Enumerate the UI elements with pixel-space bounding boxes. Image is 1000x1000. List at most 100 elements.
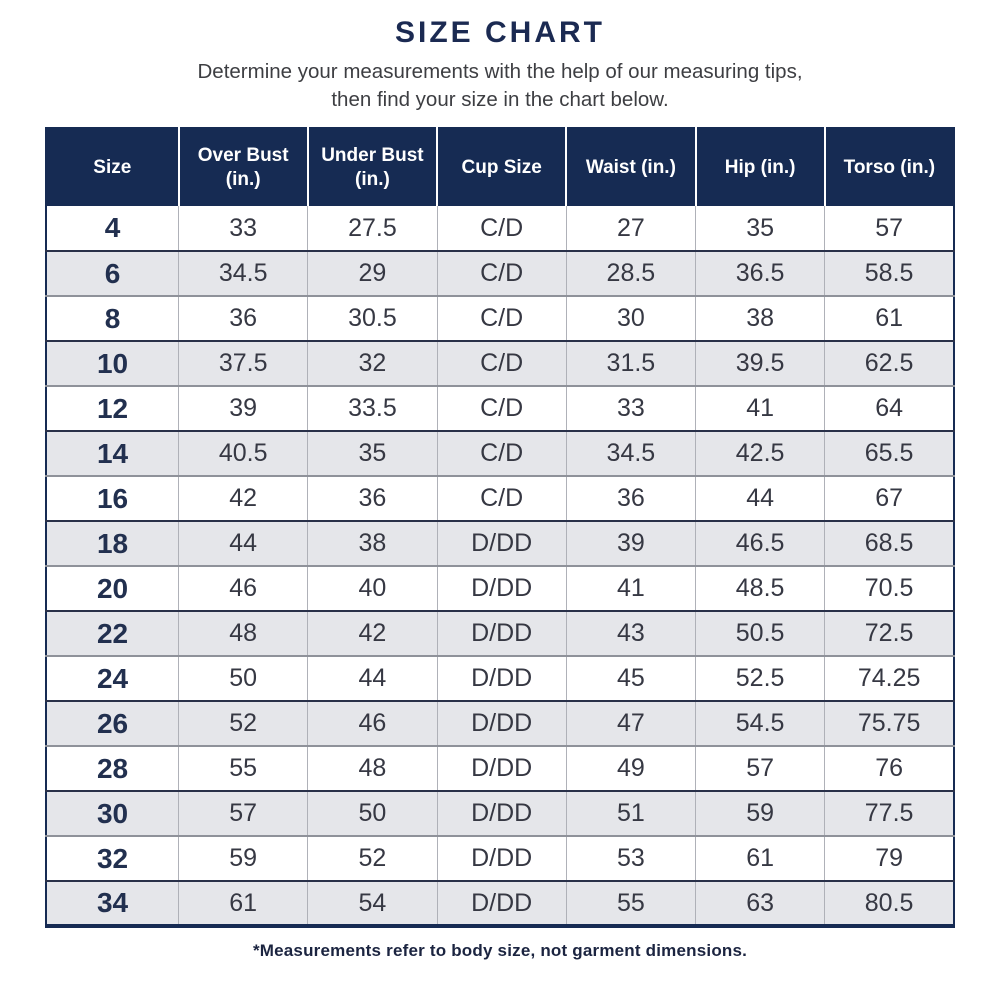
size-cell: 4 (46, 206, 180, 252)
table-header-row: Size Over Bust (in.) Under Bust (in.) Cup S… (46, 128, 954, 207)
value-cell: 41 (566, 566, 697, 612)
value-cell: 38 (307, 521, 438, 567)
value-cell: 33 (566, 386, 697, 432)
table-row: 28 55 48 D/DD 49 57 76 (46, 746, 954, 792)
page-subtitle: Determine your measurements with the hel… (0, 58, 1000, 113)
value-cell: 30 (566, 296, 697, 342)
value-cell: D/DD (437, 611, 567, 657)
value-cell: 36 (178, 296, 309, 342)
size-cell: 14 (46, 431, 180, 477)
size-chart-table: Size Over Bust (in.) Under Bust (in.) Cup S… (45, 127, 955, 929)
value-cell: 44 (307, 656, 438, 702)
value-cell: 55 (178, 746, 309, 792)
value-cell: 72.5 (864, 619, 914, 648)
value-cell: 37.5 (178, 341, 309, 387)
value-cell: 44 (695, 476, 826, 522)
column-header: Cup Size (437, 128, 568, 207)
value-cell: 38 (695, 296, 826, 342)
size-cell: 24 (46, 656, 180, 702)
value-cell: 74.25 (857, 664, 921, 693)
column-header: Under Bust (in.) (307, 128, 439, 207)
value-cell: C/D (437, 476, 567, 522)
value-cell: 55 (566, 881, 697, 927)
value-cell: 34.5 (178, 251, 309, 297)
value-cell: 61 (875, 304, 904, 333)
value-cell: 33 (178, 206, 309, 252)
subtitle-line-2: then find your size in the chart below. (331, 87, 669, 111)
value-cell: 42 (178, 476, 309, 522)
value-cell: 52 (178, 701, 309, 747)
size-cell: 34 (46, 881, 180, 927)
table-row: 16 42 36 C/D 36 44 67 (46, 476, 954, 522)
size-cell: 30 (46, 791, 180, 837)
value-cell: C/D (437, 341, 567, 387)
size-cell: 8 (46, 296, 180, 342)
value-cell: 46 (307, 701, 438, 747)
value-cell: 52 (307, 836, 438, 882)
table-row: 18 44 38 D/DD 39 46.5 68.5 (46, 521, 954, 567)
value-cell: 43 (566, 611, 697, 657)
value-cell: 29 (307, 251, 438, 297)
value-cell: 27.5 (307, 206, 438, 252)
value-cell: 34.5 (566, 431, 697, 477)
value-cell: D/DD (437, 881, 567, 927)
value-cell: 59 (178, 836, 309, 882)
value-cell: D/DD (437, 836, 567, 882)
value-cell: C/D (437, 296, 567, 342)
size-cell: 28 (46, 746, 180, 792)
value-cell: 39 (178, 386, 309, 432)
value-cell: 64 (875, 394, 904, 423)
column-header: Size (46, 128, 180, 207)
value-cell: D/DD (437, 701, 567, 747)
value-cell: 65.5 (864, 439, 914, 468)
value-cell: 46.5 (695, 521, 826, 567)
value-cell: 35 (307, 431, 438, 477)
value-cell: D/DD (437, 521, 567, 567)
value-cell: 45 (566, 656, 697, 702)
table-row: 30 57 50 D/DD 51 59 77.5 (46, 791, 954, 837)
subtitle-line-1: Determine your measurements with the hel… (197, 60, 803, 83)
value-cell: 30.5 (307, 296, 438, 342)
table-row: 34 61 54 D/DD 55 63 80.5 (46, 881, 954, 927)
value-cell: 48.5 (695, 566, 826, 612)
value-cell: 40 (307, 566, 438, 612)
value-cell: 35 (695, 206, 826, 252)
size-cell: 12 (46, 386, 180, 432)
table-row: 6 34.5 29 C/D 28.5 36.5 58.5 (46, 251, 954, 297)
size-cell: 16 (46, 476, 180, 522)
value-cell: 32 (307, 341, 438, 387)
table-row: 26 52 46 D/DD 47 54.5 75.75 (46, 701, 954, 747)
value-cell: 67 (875, 484, 904, 513)
table-row: 32 59 52 D/DD 53 61 79 (46, 836, 954, 882)
value-cell: 61 (695, 836, 826, 882)
value-cell: 42 (307, 611, 438, 657)
value-cell: 50 (307, 791, 438, 837)
value-cell: 58.5 (864, 259, 914, 288)
value-cell: 46 (178, 566, 309, 612)
value-cell: C/D (437, 251, 567, 297)
value-cell: C/D (437, 431, 567, 477)
value-cell: 77.5 (864, 799, 914, 828)
value-cell: 79 (875, 844, 904, 873)
column-header: Hip (in.) (695, 128, 826, 207)
page-title: SIZE CHART (395, 16, 605, 49)
column-header: Waist (in.) (566, 128, 697, 207)
table-row: 4 33 27.5 C/D 27 35 57 (46, 206, 954, 252)
value-cell: 59 (695, 791, 826, 837)
value-cell: 50.5 (695, 611, 826, 657)
value-cell: 51 (566, 791, 697, 837)
size-cell: 6 (46, 251, 180, 297)
table-row: 22 48 42 D/DD 43 50.5 72.5 (46, 611, 954, 657)
value-cell: 36.5 (695, 251, 826, 297)
value-cell: 54.5 (695, 701, 826, 747)
value-cell: 36 (307, 476, 438, 522)
value-cell: 39.5 (695, 341, 826, 387)
value-cell: 75.75 (857, 709, 921, 738)
table-row: 12 39 33.5 C/D 33 41 64 (46, 386, 954, 432)
value-cell: 57 (875, 213, 904, 242)
size-cell: 32 (46, 836, 180, 882)
size-cell: 20 (46, 566, 180, 612)
value-cell: 40.5 (178, 431, 309, 477)
value-cell: 41 (695, 386, 826, 432)
